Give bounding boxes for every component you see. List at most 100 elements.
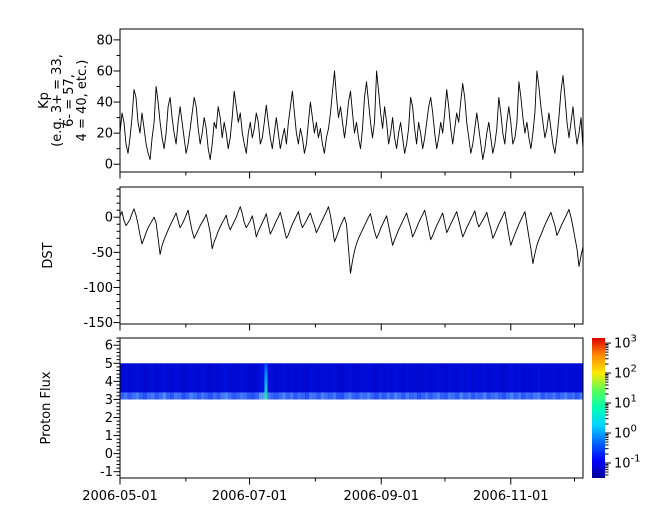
heatmap-column (579, 363, 584, 400)
heatmap-column (393, 363, 399, 400)
heatmap-column (243, 363, 248, 400)
heatmap-column-fringe (123, 392, 129, 400)
heatmap-column (305, 363, 310, 400)
heatmap-column (123, 363, 129, 400)
heatmap-column (528, 363, 534, 400)
heatmap-column-fringe (505, 392, 511, 400)
heatmap-column-fringe (339, 392, 345, 400)
proton-flux-ylabel: Proton Flux (39, 371, 54, 444)
heatmap-column (378, 363, 383, 400)
heatmap-column (428, 363, 433, 400)
heatmap-column-fringe (525, 392, 530, 400)
heatmap-column-fringe (355, 392, 360, 400)
heatmap-column (204, 363, 210, 400)
heatmap-column-fringe (370, 392, 376, 400)
heatmap-column-fringe (185, 392, 190, 400)
heatmap-column (525, 363, 530, 400)
heatmap-column (347, 363, 352, 400)
heatmap-column (505, 363, 511, 400)
heatmap-column-fringe (120, 392, 125, 400)
heatmap-column-fringe (301, 392, 306, 400)
heatmap-column-fringe (147, 392, 152, 400)
heatmap-column (513, 363, 518, 400)
heatmap-column-fringe (239, 392, 244, 400)
heatmap-column (274, 363, 279, 400)
heatmap-column (301, 363, 306, 400)
heatmap-column-fringe (467, 392, 472, 400)
kp-ylabel-line-1: Kp (37, 92, 52, 109)
heatmap-column-fringe (143, 392, 148, 400)
heatmap-column (370, 363, 376, 400)
heatmap-column-fringe (451, 392, 457, 400)
heatmap-column-fringe (343, 392, 349, 400)
heatmap-column (336, 363, 341, 400)
heatmap-column-fringe (228, 392, 233, 400)
colorbar-tick-label: 101 (614, 394, 637, 412)
heatmap-column (120, 363, 125, 400)
heatmap-column-fringe (243, 392, 248, 400)
heatmap-column-fringe (517, 392, 522, 400)
heatmap-column-fringe (552, 392, 557, 400)
heatmap-column (451, 363, 457, 400)
heatmap-column (332, 363, 337, 400)
heatmap-column (181, 363, 186, 400)
colorbar-tick-label: 10-1 (614, 454, 641, 472)
heatmap-column (532, 363, 538, 400)
heatmap-column-fringe (258, 392, 264, 400)
heatmap-column-fringe (420, 392, 426, 400)
kp-panel: 0 20 40 60 80 (96, 28, 584, 179)
heatmap-column (278, 363, 283, 400)
heatmap-column (212, 363, 217, 400)
heatmap-column (474, 363, 480, 400)
proton_flux-panel-border (119, 337, 584, 479)
heatmap-column-fringe (478, 392, 484, 400)
heatmap-column-fringe (490, 392, 495, 400)
colorbar-bar (592, 338, 605, 478)
heatmap-column-fringe (174, 392, 179, 400)
heatmap-column-fringe (170, 392, 175, 400)
heatmap-column-fringe (220, 392, 225, 400)
heatmap-column-fringe (409, 392, 414, 400)
heatmap-column (548, 363, 553, 400)
heatmap-column (224, 363, 229, 400)
heatmap-column (498, 363, 503, 400)
proton-flux-panel: 6 5 4 3 2 1 0 -1 2006-05-01 2006-07-01 2006-09-01 2… (82, 337, 584, 504)
heatmap-column-fringe (463, 392, 468, 400)
heatmap-column (266, 363, 271, 400)
heatmap-column-fringe (274, 392, 279, 400)
date-label: 2006-11-01 (473, 489, 549, 504)
heatmap-column-fringe (559, 392, 565, 400)
heatmap-column (397, 363, 403, 400)
heatmap-column (177, 363, 183, 400)
heatmap-column (382, 363, 387, 400)
heatmap-column-fringe (293, 392, 298, 400)
heatmap-column (220, 363, 225, 400)
y-tick-label: 0 (105, 158, 113, 173)
kp-ylabel-line-3: 6- = 57, (62, 74, 77, 127)
heatmap-column-fringe (390, 392, 395, 400)
heatmap-column-fringe (428, 392, 433, 400)
heatmap-column-fringe (575, 392, 580, 400)
heatmap-column (228, 363, 233, 400)
heatmap-column-fringe (324, 392, 329, 400)
heatmap-column (309, 363, 314, 400)
y-tick-label: 2 (105, 411, 113, 426)
heatmap-column-fringe (150, 392, 156, 400)
heatmap-column (247, 363, 252, 400)
heatmap-column (216, 363, 221, 400)
heatmap-column-fringe (455, 392, 460, 400)
heatmap-column (552, 363, 557, 400)
heatmap-column-fringe (204, 392, 210, 400)
y-tick-label: 20 (96, 127, 113, 142)
dst-series-line (119, 206, 584, 274)
heatmap-column-fringe (393, 392, 399, 400)
kp-ylabel-line-4: 4 = 40, etc.) (75, 60, 90, 142)
heatmap-column-fringe (181, 392, 186, 400)
heatmap-column (455, 363, 460, 400)
heatmap-column-fringe (363, 392, 368, 400)
heatmap-column-fringe (571, 392, 576, 400)
heatmap-column (359, 363, 364, 400)
heatmap-column (231, 363, 237, 400)
heatmap-column (463, 363, 468, 400)
